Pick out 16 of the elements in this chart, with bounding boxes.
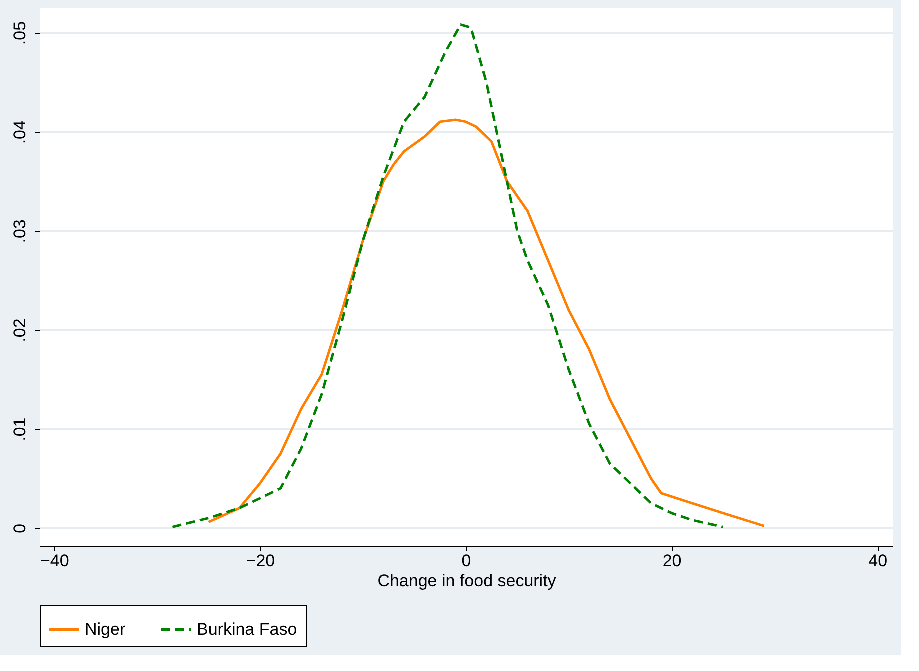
x-tick-label: 0 (462, 552, 472, 570)
legend-label: Niger (85, 620, 126, 639)
x-tick-label: −40 (40, 552, 70, 570)
y-tick-label: .02 (10, 318, 30, 342)
legend-label: Burkina Faso (197, 620, 298, 639)
x-tick-label: 40 (868, 552, 888, 570)
y-tick-label: .05 (10, 21, 30, 46)
y-tick-label: .01 (10, 418, 30, 442)
x-axis-title: Change in food security (378, 572, 557, 590)
x-tick-label: 20 (662, 552, 682, 570)
y-tick-label: 0 (10, 524, 30, 534)
line-series (208, 118, 766, 528)
y-tick-label: .03 (10, 220, 30, 244)
x-tick-label: −20 (246, 552, 276, 570)
y-tick-label: .04 (10, 120, 30, 144)
line-series (171, 24, 724, 528)
